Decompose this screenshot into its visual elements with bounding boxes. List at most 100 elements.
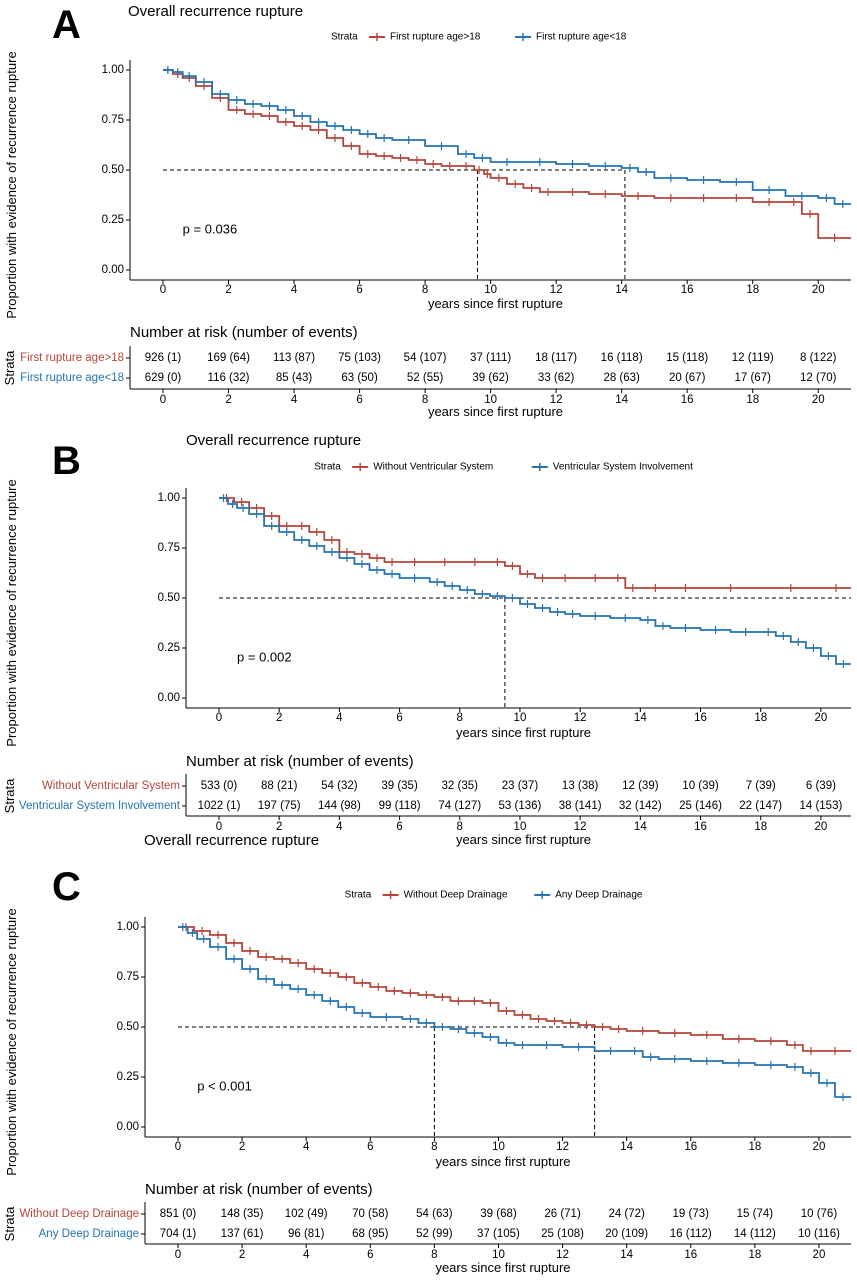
risk-table-cell: 7 (39) [746,780,776,792]
risk-table-cell: 68 (95) [352,1228,389,1240]
risk-table-x-tick-label: 14 [615,394,628,406]
survival-curve-2 [178,926,851,1098]
risk-table-cell: 6 (39) [806,780,836,792]
risk-table-cell: 102 (49) [285,1208,328,1220]
risk-table-cell: 851 (0) [160,1208,197,1220]
x-tick-label: 0 [160,284,166,296]
risk-table-x-tick-label: 8 [457,821,463,833]
risk-table-x-tick-label: 20 [813,1249,826,1261]
risk-table-cell: 32 (35) [442,780,479,792]
risk-table-row-label: Any Deep Drainage [39,1228,139,1240]
risk-table-x-tick-label: 20 [812,394,825,406]
risk-table-cell: 37 (111) [470,352,511,364]
risk-table-cell: 10 (76) [801,1208,838,1220]
risk-table-x-tick-label: 18 [754,821,767,833]
legend: Strata First rupture age>18 First rupture … [331,32,627,43]
risk-table-row-label: Without Deep Drainage [19,1208,139,1220]
risk-table-x-tick-label: 10 [514,821,527,833]
risk-table-x-tick-label: 18 [748,1249,761,1261]
x-tick-label: 16 [694,712,707,724]
panel-b: B Overall recurrence rupture Strata Without… [2,432,851,847]
risk-table-cell: 14 (153) [799,800,842,812]
y-tick-label: 0.00 [102,264,124,276]
risk-table-x-tick-label: 0 [175,1249,181,1261]
risk-table-title: Number at risk (number of events) [145,1181,373,1198]
risk-table: Number at risk (number of events) Strata W… [2,1181,851,1275]
x-tick-label: 18 [754,712,767,724]
risk-table-x-tick-label: 6 [367,1249,373,1261]
x-tick-label: 0 [216,712,222,724]
risk-table-x-tick-label: 10 [484,394,497,406]
x-tick-label: 18 [746,284,759,296]
y-tick-label: 0.50 [158,592,180,604]
risk-table-cell: 144 (98) [318,800,361,812]
risk-table-x-tick-label: 12 [556,1249,569,1261]
risk-table-x-tick-label: 2 [276,821,282,833]
x-tick-label: 16 [684,1141,697,1153]
survival-curve-2 [163,69,851,205]
x-tick-label: 6 [396,712,402,724]
risk-table-cell: 33 (62) [538,372,575,384]
y-tick-label: 1.00 [102,64,124,76]
risk-table-x-tick-label: 2 [225,394,231,406]
risk-table-x-tick-label: 0 [160,394,166,406]
x-tick-label: 4 [336,712,343,724]
risk-table-cell: 704 (1) [160,1228,197,1240]
risk-table-cell: 32 (142) [619,800,662,812]
p-value-label: p = 0.036 [183,221,238,236]
risk-table-cell: 39 (62) [472,372,509,384]
y-tick-label: 0.50 [117,1021,139,1033]
risk-table-x-tick-label: 14 [634,821,647,833]
risk-table-cell: 88 (21) [261,780,298,792]
risk-table-cell: 85 (43) [276,372,313,384]
risk-table-x-tick-label: 16 [684,1249,697,1261]
risk-table-title: Number at risk (number of events) [186,753,414,770]
x-tick-label: 2 [276,712,282,724]
risk-table-x-tick-label: 14 [620,1249,633,1261]
risk-table-x-tick-label: 16 [681,394,694,406]
risk-table-cell: 99 (118) [379,800,421,812]
risk-table-title: Number at risk (number of events) [130,324,358,341]
risk-table-cell: 13 (38) [562,780,599,792]
x-tick-label: 8 [431,1141,437,1153]
x-tick-label: 12 [556,1141,569,1153]
p-value-label: p < 0.001 [197,1078,252,1093]
x-tick-label: 16 [681,284,694,296]
risk-table-cell: 39 (68) [480,1208,517,1220]
risk-table-cell: 22 (147) [739,800,782,812]
risk-table-cell: 74 (127) [438,800,481,812]
risk-table-row-label: Ventricular System Involvement [19,800,181,812]
risk-table-y-label: Strata [2,350,17,385]
risk-table-cell: 926 (1) [145,352,182,364]
risk-table-cell: 116 (32) [208,372,250,384]
risk-table-x-tick-label: 10 [492,1249,505,1261]
x-tick-label: 10 [514,712,527,724]
x-tick-label: 2 [239,1141,245,1153]
y-tick-label: 0.50 [102,164,124,176]
y-tick-label: 0.00 [158,692,180,704]
x-tick-label: 8 [422,284,428,296]
risk-table-cell: 52 (99) [416,1228,453,1240]
survival-curve-1 [219,497,851,589]
legend: Strata Without Deep Drainage Any Deep Drai… [345,890,643,901]
risk-table-cell: 19 (73) [673,1208,710,1220]
panel-letter: A [52,3,81,47]
risk-table-x-tick-label: 12 [550,394,563,406]
risk-table-x-tick-label: 4 [303,1249,310,1261]
legend-entry: First rupture age>18 [390,32,481,43]
x-tick-label: 12 [550,284,563,296]
risk-table-row-label: First rupture age<18 [20,372,124,384]
panel-letter: B [52,439,81,483]
x-tick-label: 18 [748,1141,761,1153]
risk-table-cell: 15 (118) [666,352,708,364]
legend-entry: Without Deep Drainage [404,890,508,901]
risk-table-cell: 38 (141) [559,800,602,812]
risk-table-x-tick-label: 4 [336,821,343,833]
risk-table-x-tick-label: 0 [216,821,222,833]
risk-table-cell: 15 (74) [737,1208,774,1220]
y-tick-label: 0.25 [102,214,124,226]
risk-table-cell: 52 (55) [407,372,444,384]
y-axis-label: Proportion with evidence of recurrence r… [4,908,19,1175]
risk-table-y-label: Strata [2,1206,17,1241]
